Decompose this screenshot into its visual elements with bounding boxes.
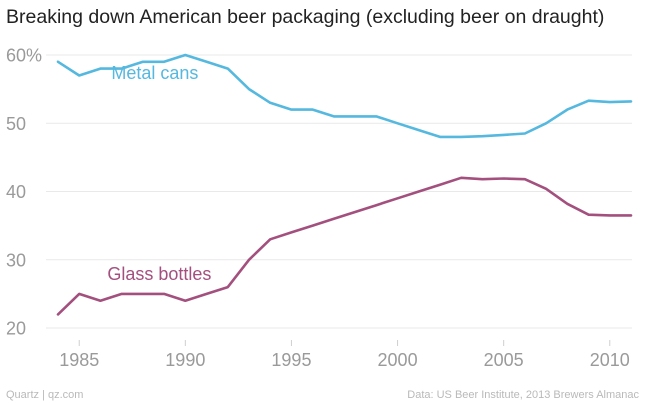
y-tick-label: 40: [6, 182, 26, 202]
x-tick-label: 1995: [271, 350, 311, 370]
x-tick-label: 2000: [378, 350, 418, 370]
series-label-glass-bottles: Glass bottles: [107, 264, 211, 284]
y-tick-label: 50: [6, 114, 26, 134]
y-tick-label: 20: [6, 319, 26, 339]
footer-source-right: Data: US Beer Institute, 2013 Brewers Al…: [407, 389, 639, 401]
x-tick-label: 2010: [590, 350, 630, 370]
series-labels: Metal cans Glass bottles: [107, 63, 211, 284]
series-label-metal-cans: Metal cans: [111, 63, 198, 83]
x-tick-label: 2005: [484, 350, 524, 370]
footer-source-left: Quartz | qz.com: [6, 389, 84, 401]
y-axis-ticks: 20 30 40 50 60%: [6, 46, 42, 339]
x-tick-label: 1985: [59, 350, 99, 370]
series-lines: [56, 53, 633, 316]
x-axis-ticks: 1985 1990 1995 2000 2005 2010: [59, 350, 630, 370]
y-tick-label: 30: [6, 250, 26, 270]
series-line-glass-bottles: [56, 176, 633, 316]
series-line-metal-cans: [56, 53, 633, 139]
x-tick-label: 1990: [165, 350, 205, 370]
gridlines: [46, 54, 632, 346]
chart-title: Breaking down American beer packaging (e…: [6, 6, 605, 28]
y-tick-label: 60%: [6, 46, 42, 66]
